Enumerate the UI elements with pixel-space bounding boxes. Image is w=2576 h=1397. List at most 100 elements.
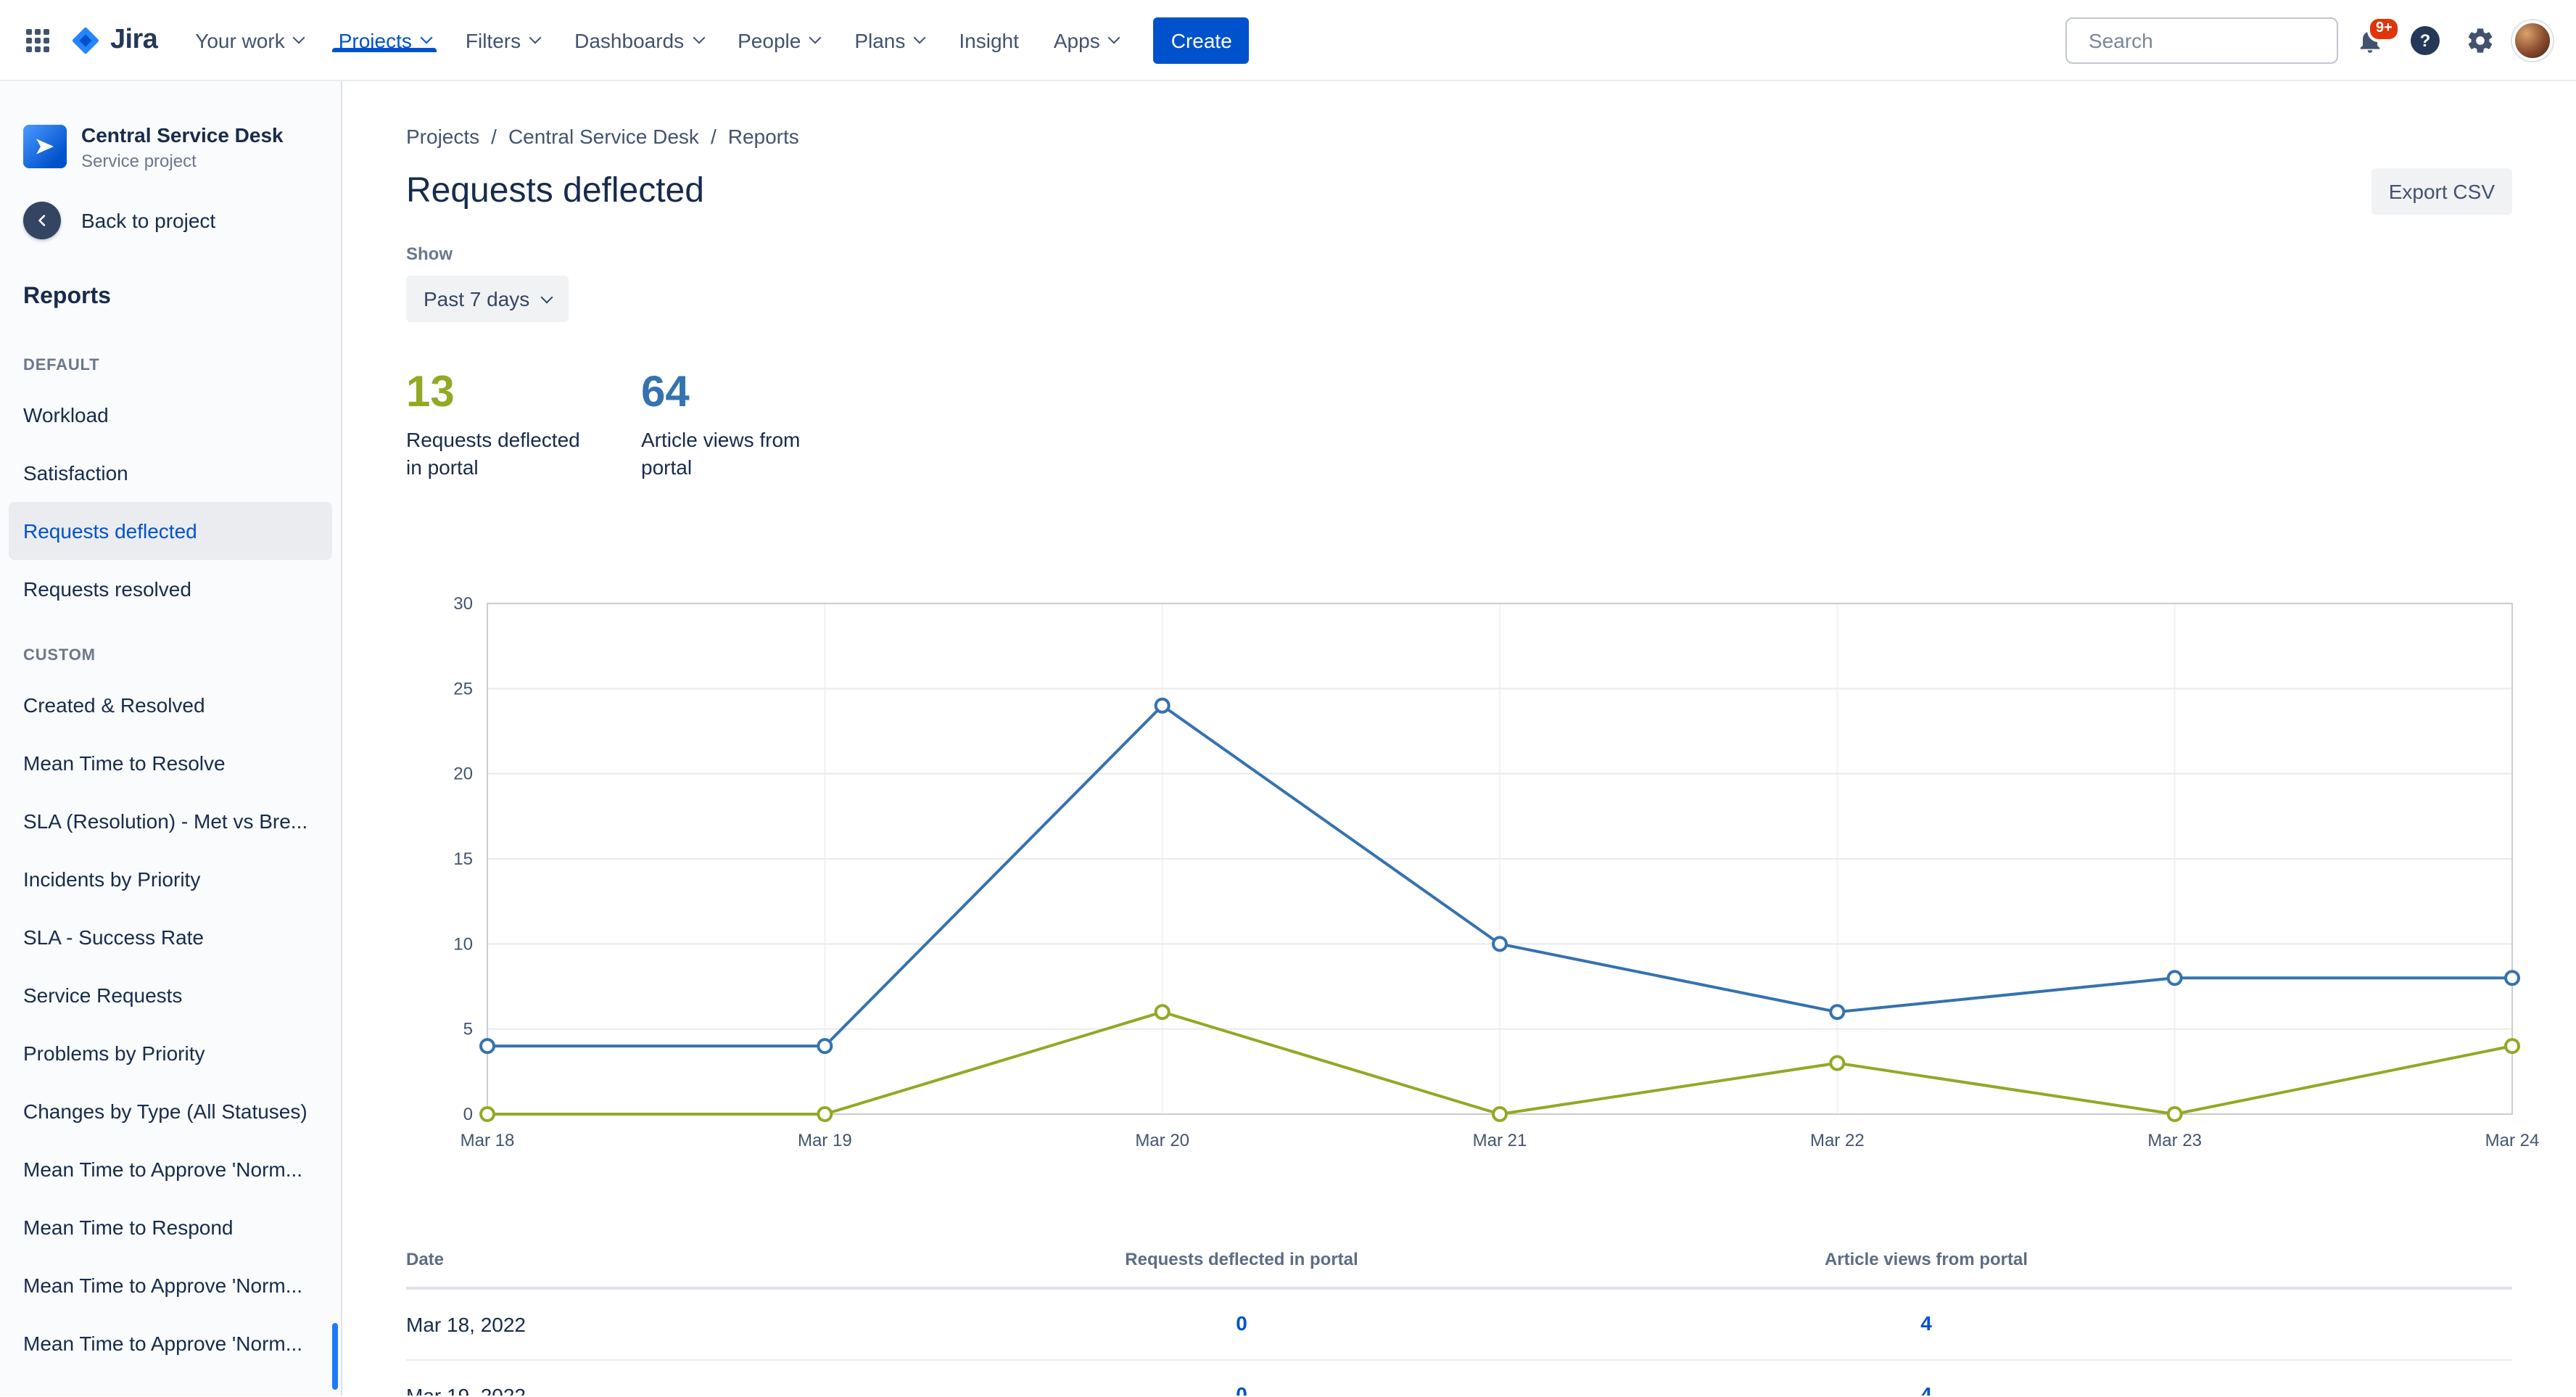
- nav-item-label: Your work: [195, 28, 285, 51]
- nav-item-your-work[interactable]: Your work: [178, 28, 321, 51]
- jira-logo[interactable]: Jira: [61, 24, 178, 56]
- sidebar-item-sla-success-rate[interactable]: SLA - Success Rate: [23, 926, 205, 949]
- stat-value: 64: [641, 368, 690, 416]
- breadcrumb-link-projects[interactable]: Projects: [406, 125, 480, 148]
- cell-views: 4: [1584, 1382, 2269, 1396]
- deflected-count-link[interactable]: 0: [1236, 1311, 1247, 1335]
- x-tick-label: Mar 19: [798, 1131, 852, 1150]
- chart-point: [2166, 970, 2183, 986]
- export-csv-button[interactable]: Export CSV: [2371, 168, 2512, 215]
- chart-point: [817, 1038, 833, 1055]
- sidebar-item-created-resolved[interactable]: Created & Resolved: [23, 693, 205, 717]
- cell-deflected: 0: [899, 1311, 1584, 1338]
- chart-point: [1829, 1055, 1846, 1071]
- chart-point: [479, 1106, 495, 1122]
- chart-point: [1154, 697, 1171, 714]
- back-to-project[interactable]: Back to project: [0, 180, 341, 261]
- nav-item-people[interactable]: People: [720, 28, 837, 51]
- sidebar-item-requests-resolved[interactable]: Requests resolved: [23, 577, 191, 601]
- nav-item-plans[interactable]: Plans: [837, 28, 941, 51]
- col-header-views: Article views from portal: [1824, 1249, 2028, 1269]
- nav-item-label: Filters: [465, 28, 521, 51]
- x-tick-label: Mar 21: [1473, 1131, 1527, 1150]
- create-button[interactable]: Create: [1153, 17, 1250, 63]
- title-row: Requests deflected Export CSV: [406, 168, 2512, 215]
- chevron-down-icon: [809, 30, 822, 44]
- stat-value: 13: [406, 368, 455, 416]
- nav-item-label: Apps: [1053, 28, 1100, 51]
- chart-point: [1492, 936, 1508, 952]
- sidebar-item-requests-deflected[interactable]: Requests deflected: [9, 502, 332, 560]
- show-label: Show: [406, 244, 453, 264]
- deflected-count-link[interactable]: 0: [1236, 1382, 1247, 1396]
- rocket-icon: [36, 139, 54, 154]
- table-body: Mar 18, 2022 0 4 Mar 19, 2022 0 4: [406, 1290, 2512, 1396]
- question-mark-icon: ?: [2411, 25, 2440, 54]
- settings-button[interactable]: [2457, 17, 2503, 63]
- sidebar-item-workload[interactable]: Workload: [23, 403, 109, 426]
- breadcrumb-link-central-service-desk[interactable]: Central Service Desk: [508, 125, 699, 148]
- col-header-deflected: Requests deflected in portal: [1125, 1249, 1358, 1269]
- cell-deflected: 0: [899, 1382, 1584, 1396]
- nav-item-insight[interactable]: Insight: [941, 28, 1036, 51]
- date-range-dropdown[interactable]: Past 7 days: [406, 276, 569, 322]
- sidebar-item-incidents-by-priority[interactable]: Incidents by Priority: [23, 868, 201, 891]
- search-box[interactable]: [2065, 17, 2351, 63]
- chevron-down-icon: [692, 30, 705, 44]
- search-input[interactable]: [2089, 28, 2351, 51]
- sidebar-item-mean-time-to-resolve[interactable]: Mean Time to Resolve: [23, 751, 226, 775]
- avatar[interactable]: [2512, 20, 2553, 60]
- app-switcher-button[interactable]: [15, 17, 61, 63]
- article-views-link[interactable]: 4: [1920, 1311, 1932, 1335]
- chart-point: [1829, 1004, 1846, 1021]
- back-label: Back to project: [81, 209, 216, 232]
- table-header: Date Requests deflected in portal Articl…: [406, 1249, 2512, 1290]
- chevron-down-icon: [529, 30, 542, 44]
- nav-item-dashboards[interactable]: Dashboards: [557, 28, 720, 51]
- chart-point: [479, 1038, 495, 1055]
- sidebar-item-mean-time-to-approve-norm[interactable]: Mean Time to Approve 'Norm...: [23, 1274, 303, 1297]
- sidebar-item-mean-time-to-respond[interactable]: Mean Time to Respond: [23, 1216, 234, 1239]
- table-row: Mar 18, 2022 0 4: [406, 1290, 2512, 1361]
- gear-icon: [2468, 28, 2493, 52]
- notifications-button[interactable]: 9+: [2347, 15, 2401, 63]
- show-filter: Show Past 7 days: [406, 244, 2512, 322]
- sidebar-scrollbar[interactable]: [332, 1323, 338, 1390]
- chevron-down-icon: [420, 30, 433, 44]
- table-row: Mar 19, 2022 0 4: [406, 1361, 2512, 1396]
- stat-block-requests-deflected-in-portal: 13 Requests deflected in portal: [406, 371, 583, 482]
- article-views-link[interactable]: 4: [1920, 1382, 1932, 1396]
- cell-date: Mar 18, 2022: [406, 1313, 526, 1336]
- sidebar-groups: DEFAULT Workload Satisfaction Requests defl…: [0, 328, 341, 1372]
- sidebar-section-title: Reports: [23, 284, 111, 309]
- chart-point: [2504, 1038, 2520, 1055]
- col-header-date: Date: [406, 1249, 445, 1269]
- nav-item-label: Projects: [338, 28, 412, 51]
- top-nav-left: Jira Your work Projects Filters Dashboards P…: [15, 0, 1250, 80]
- nav-item-label: People: [738, 28, 801, 51]
- stats-row: 13 Requests deflected in portal 64 Article …: [406, 371, 2512, 482]
- nav-item-label: Plans: [854, 28, 906, 51]
- nav-item-projects[interactable]: Projects: [321, 28, 448, 51]
- x-tick-label: Mar 22: [1810, 1131, 1865, 1150]
- nav-item-label: Insight: [959, 28, 1019, 51]
- sidebar-item-sla-resolution-met-vs-bre[interactable]: SLA (Resolution) - Met vs Bre...: [23, 809, 308, 833]
- sidebar-item-mean-time-to-approve-norm[interactable]: Mean Time to Approve 'Norm...: [23, 1332, 303, 1355]
- breadcrumb: Projects / Central Service Desk / Reports: [406, 125, 2512, 148]
- sidebar-item-changes-by-type-all-statuses[interactable]: Changes by Type (All Statuses): [23, 1100, 307, 1123]
- nav-item-filters[interactable]: Filters: [448, 28, 557, 51]
- project-avatar: [23, 125, 67, 168]
- sidebar-group-title-default: DEFAULT: [23, 357, 100, 374]
- x-tick-label: Mar 18: [461, 1131, 515, 1150]
- y-tick-label: 0: [463, 1105, 473, 1124]
- sidebar-item-satisfaction[interactable]: Satisfaction: [23, 461, 128, 485]
- sidebar-item-problems-by-priority[interactable]: Problems by Priority: [23, 1042, 205, 1065]
- sidebar-item-mean-time-to-approve-norm[interactable]: Mean Time to Approve 'Norm...: [23, 1158, 303, 1181]
- breadcrumb-link-reports[interactable]: Reports: [727, 125, 799, 148]
- chart-svg: 0 5 10 15 20 25 30 Mar 18 Mar 19 Mar 20 Mar 21 Mar …: [453, 594, 2539, 1150]
- sidebar-item-service-requests[interactable]: Service Requests: [23, 984, 183, 1007]
- help-button[interactable]: ?: [2402, 17, 2448, 63]
- top-nav-right: 9+ ?: [2065, 0, 2553, 80]
- notification-badge: 9+: [2367, 15, 2401, 41]
- nav-item-apps[interactable]: Apps: [1036, 28, 1136, 51]
